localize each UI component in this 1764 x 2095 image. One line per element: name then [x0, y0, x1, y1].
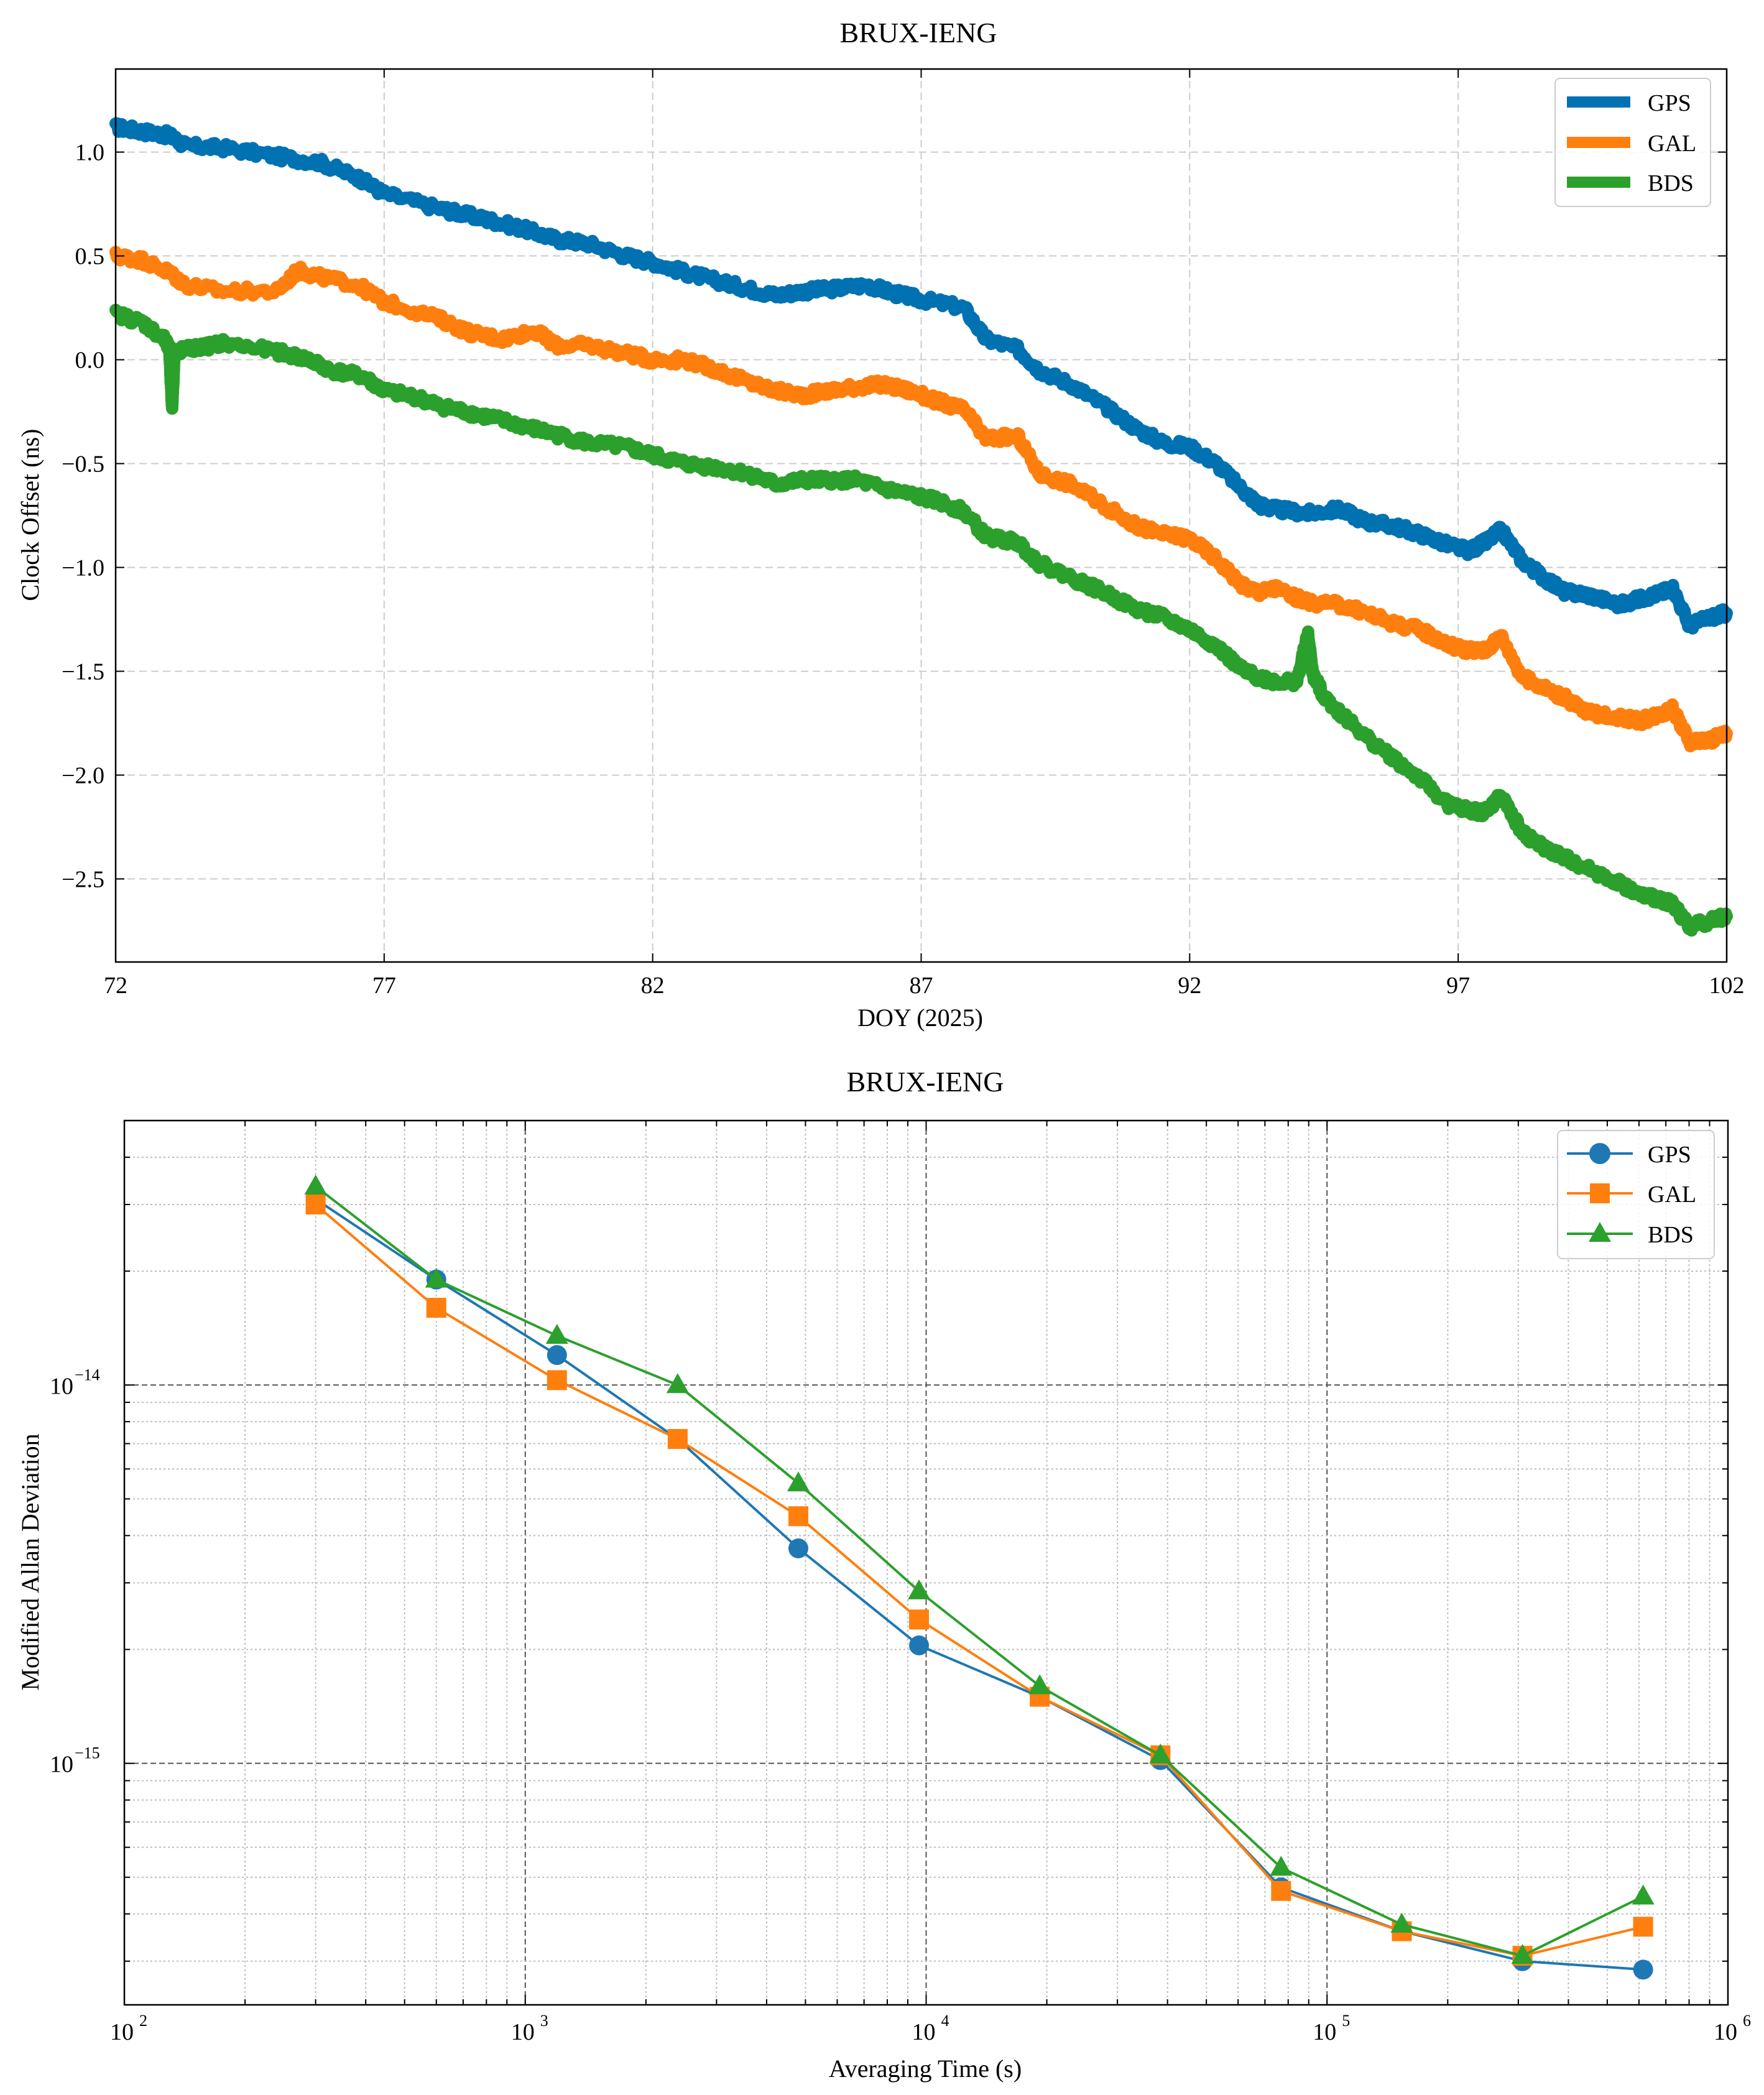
x-tick-exponent: 5 [1342, 2012, 1350, 2030]
y-tick-label: −1.0 [62, 555, 104, 581]
x-tick-label: 87 [910, 973, 933, 999]
x-tick-label: 102 [1709, 973, 1745, 999]
y-tick-label: 1.0 [75, 140, 105, 166]
y-tick-label: 10 [50, 1752, 73, 1778]
data-point-gal [1271, 1880, 1291, 1901]
y-tick-label: 0.5 [75, 244, 105, 270]
legend-gps-label: GPS [1648, 1142, 1691, 1168]
allan-deviation-series [304, 1174, 1655, 1980]
data-point-gps [547, 1345, 567, 1366]
data-point-gps [1633, 1959, 1653, 1980]
series-line-gps [109, 117, 1733, 635]
x-tick-exponent: 4 [941, 2012, 949, 2030]
clock-offset-panel: BRUX-IENG 72 77 82 87 92 97 102 1.0 0.5 0.0 −0.5 −1… [16, 17, 1745, 1032]
data-point-gal [909, 1609, 930, 1630]
legend-gal-label: GAL [1648, 131, 1696, 157]
data-point-bds [425, 1267, 448, 1288]
data-point-bds [1270, 1856, 1293, 1876]
data-point-gal [547, 1370, 567, 1390]
legend-gps-marker [1589, 1143, 1610, 1164]
data-point-bds [1028, 1674, 1051, 1695]
data-point-gal [426, 1298, 446, 1318]
legend-gal-marker [1590, 1183, 1610, 1203]
data-point-bds [304, 1174, 327, 1195]
x-tick-label: 10 [1714, 2019, 1737, 2045]
data-point-bds [787, 1471, 810, 1492]
data-point-bds [1149, 1743, 1172, 1764]
x-tick-label: 97 [1446, 973, 1470, 999]
x-tick-label: 10 [912, 2019, 936, 2045]
legend-bds-label: BDS [1648, 1222, 1694, 1248]
x-tick-label: 82 [641, 973, 665, 999]
x-tick-label: 10 [511, 2019, 535, 2045]
clock-offset-legend: GPS GAL BDS [1554, 78, 1711, 207]
legend-gps-label: GPS [1648, 90, 1691, 116]
y-tick-label: −0.5 [62, 451, 104, 478]
y-tick-label: 0.0 [75, 348, 105, 374]
series-line-gps [315, 1198, 1643, 1971]
allan-deviation-ylabel: Modified Allan Deviation [16, 1433, 44, 1690]
x-tick-label: 92 [1178, 973, 1201, 999]
x-tick-exponent: 2 [139, 2012, 147, 2030]
series-line-bds [315, 1185, 1644, 1958]
legend-bds-marker [1589, 1222, 1611, 1242]
allan-deviation-grid [124, 1121, 1728, 2005]
x-tick-exponent: 3 [540, 2012, 548, 2030]
data-point-gal [667, 1429, 688, 1450]
data-point-bds [1511, 1944, 1534, 1964]
series-line-gal [109, 246, 1733, 752]
y-tick-label: 10 [50, 1373, 73, 1399]
data-point-gal [788, 1506, 808, 1527]
legend-gal-label: GAL [1648, 1182, 1696, 1208]
y-tick-label: −1.5 [62, 659, 104, 685]
data-point-gal [1633, 1917, 1653, 1937]
x-tick-label: 10 [1313, 2019, 1336, 2045]
x-tick-label: 10 [110, 2019, 134, 2045]
clock-offset-ticks: 72 77 82 87 92 97 102 1.0 0.5 0.0 −0.5 −1.0 −1.5 −2.0… [62, 69, 1745, 999]
x-tick-label: 77 [372, 973, 396, 999]
legend-bds-label: BDS [1648, 170, 1694, 197]
data-point-bds [666, 1373, 689, 1394]
data-point-bds [1390, 1912, 1413, 1933]
allan-deviation-xlabel: Averaging Time (s) [829, 2055, 1022, 2083]
allan-deviation-legend: GPS GAL BDS [1557, 1130, 1715, 1259]
data-point-gps [788, 1538, 808, 1558]
series-line-bds [109, 303, 1733, 937]
clock-offset-xlabel: DOY (2025) [857, 1004, 983, 1032]
data-point-bds [908, 1579, 931, 1599]
data-point-bds [545, 1323, 568, 1344]
x-tick-exponent: 6 [1743, 2012, 1751, 2030]
series-line-gal [315, 1203, 1644, 1958]
y-tick-exponent: −15 [75, 1744, 100, 1762]
y-tick-label: −2.0 [62, 762, 104, 789]
data-point-bds [1632, 1884, 1655, 1905]
x-tick-label: 72 [104, 973, 127, 999]
clock-offset-title: BRUX-IENG [840, 17, 997, 49]
allan-deviation-title: BRUX-IENG [847, 1066, 1004, 1098]
data-point-gal [305, 1194, 326, 1214]
clock-offset-grid [116, 69, 1727, 962]
data-point-gps [909, 1635, 930, 1655]
clock-offset-legend-box [1554, 78, 1711, 207]
y-tick-label: −2.5 [62, 866, 104, 892]
clock-offset-series [109, 117, 1733, 937]
clock-offset-ylabel: Clock Offset (ns) [16, 429, 44, 601]
y-tick-exponent: −14 [75, 1366, 100, 1384]
